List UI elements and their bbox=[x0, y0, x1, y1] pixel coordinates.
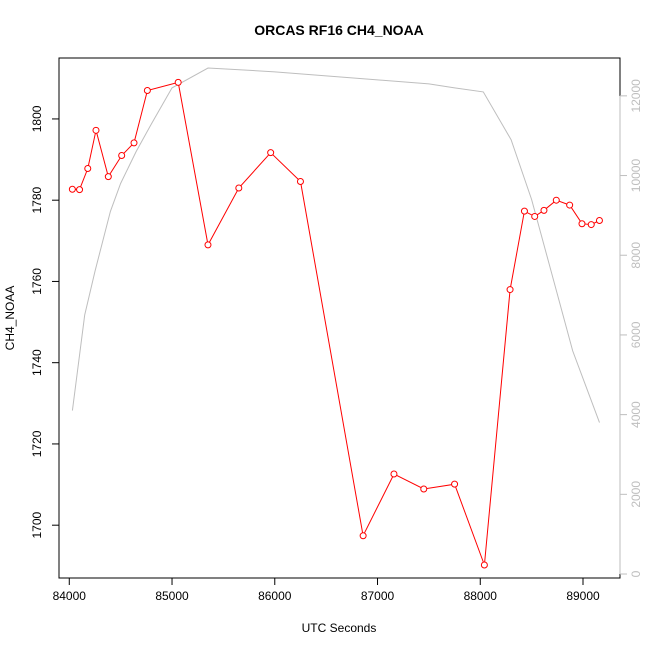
ch4-data-point bbox=[130, 139, 138, 147]
x-tick-label: 89000 bbox=[566, 589, 600, 603]
ch4-data-point bbox=[143, 87, 151, 94]
y-tick-label: 1700 bbox=[30, 512, 44, 539]
ch4-data-point bbox=[390, 470, 398, 478]
y2-tick-label: 0 bbox=[629, 570, 643, 577]
ch4-data-point bbox=[76, 186, 84, 194]
y2-tick-label: 12000 bbox=[629, 79, 643, 113]
ch4-data-point bbox=[296, 178, 304, 185]
ch4-data-point bbox=[578, 220, 586, 228]
ch4-series-layer bbox=[68, 78, 603, 569]
x-tick-label: 88000 bbox=[464, 589, 498, 603]
plot-frame bbox=[58, 57, 621, 579]
x-tick-label: 87000 bbox=[361, 589, 395, 603]
y-tick-label: 1780 bbox=[30, 187, 44, 214]
y-tick-label: 1800 bbox=[30, 105, 44, 132]
y2-tick-label: 8000 bbox=[629, 242, 643, 269]
ch4-data-point bbox=[420, 485, 428, 493]
ch4-data-point bbox=[118, 152, 126, 159]
ch4-data-point bbox=[84, 165, 92, 172]
axes-layer: 84000 85000 86000 87000 88000 89000 1700 1720 17… bbox=[30, 79, 643, 603]
x-axis-title: UTC Seconds bbox=[302, 621, 377, 635]
ch4-data-point bbox=[451, 480, 459, 488]
ch4-data-point bbox=[480, 561, 488, 569]
y-tick-label: 1740 bbox=[30, 349, 44, 376]
ch4-data-point bbox=[92, 126, 100, 134]
ch4-line bbox=[72, 81, 600, 566]
ch4-data-point bbox=[531, 212, 539, 220]
x-tick-label: 86000 bbox=[258, 589, 292, 603]
chart-title: ORCAS RF16 CH4_NOAA bbox=[254, 22, 424, 38]
ch4-data-point bbox=[520, 207, 528, 215]
ch4-data-point bbox=[174, 78, 182, 86]
ch4-data-point bbox=[204, 241, 212, 249]
ch4-data-point bbox=[267, 149, 275, 157]
y-tick-label: 1760 bbox=[30, 268, 44, 295]
y-axis-title: CH4_NOAA bbox=[3, 286, 17, 351]
x-tick-label: 85000 bbox=[155, 589, 189, 603]
ch4-data-point bbox=[506, 286, 514, 294]
altitude-series-layer bbox=[71, 67, 600, 423]
ch4-data-point bbox=[587, 221, 595, 229]
x-tick-label: 84000 bbox=[53, 589, 87, 603]
altitude-line bbox=[71, 67, 600, 423]
ch4-data-point bbox=[235, 184, 243, 192]
ch4-data-point bbox=[595, 217, 603, 224]
ch4-data-point bbox=[68, 185, 76, 193]
ch4-data-point bbox=[540, 206, 548, 214]
ch4-data-point bbox=[552, 196, 560, 204]
y2-tick-label: 6000 bbox=[629, 321, 643, 348]
y2-tick-label: 4000 bbox=[629, 401, 643, 428]
ch4-data-point bbox=[359, 532, 367, 540]
ch4-data-point bbox=[566, 201, 574, 209]
y2-tick-label: 2000 bbox=[629, 481, 643, 508]
y2-tick-label: 10000 bbox=[629, 159, 643, 193]
y-tick-label: 1720 bbox=[30, 430, 44, 457]
ch4-data-point bbox=[104, 173, 112, 181]
